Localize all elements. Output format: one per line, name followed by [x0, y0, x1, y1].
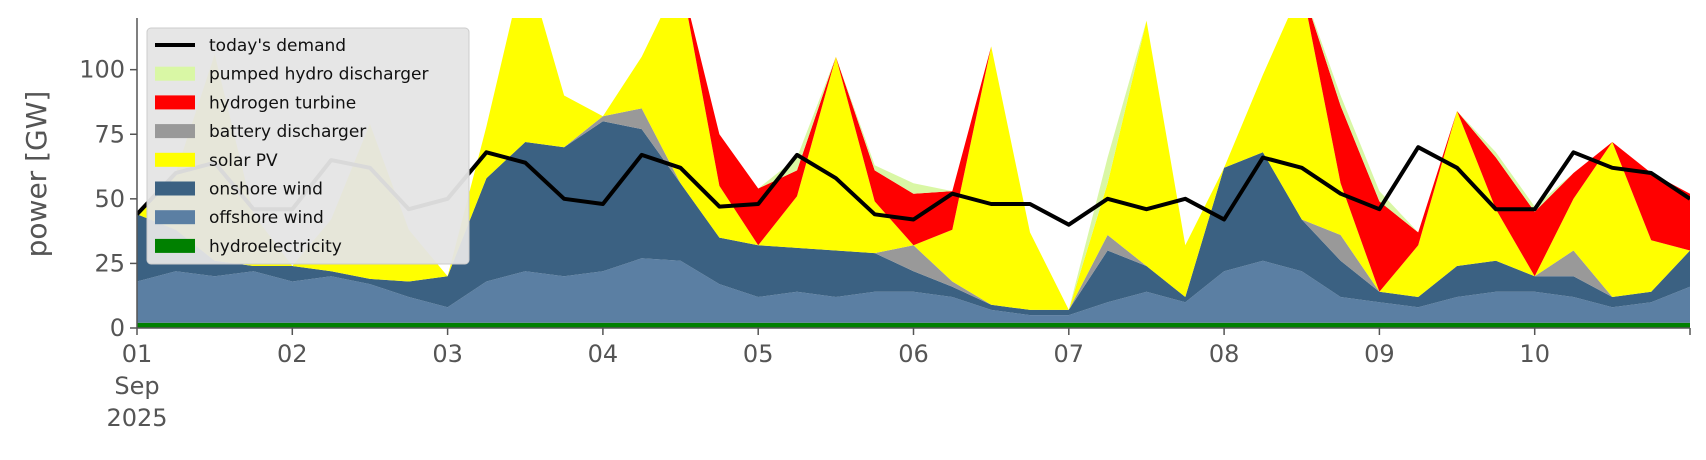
legend-label: battery discharger: [209, 122, 366, 142]
axes-layer: 0 25 50 75 100 01 Sep 2025 02 03 04 05 06 07 08 09 10: [79, 18, 1691, 432]
y-tick-label: 75: [94, 120, 125, 148]
area-hydroelectricity: [137, 322, 1690, 328]
x-tick-label: 01 Sep 2025: [106, 340, 167, 432]
legend-label: offshore wind: [209, 208, 324, 228]
legend-swatch: [155, 210, 195, 225]
x-tick-label: 03: [432, 340, 463, 368]
legend-label: today's demand: [209, 36, 346, 56]
legend-swatch: [155, 66, 195, 81]
legend-label: pumped hydro discharger: [209, 65, 428, 85]
stacked-area-layer: [137, 18, 1690, 328]
x-tick-label: 10: [1519, 340, 1550, 368]
y-tick-label: 50: [94, 185, 125, 213]
legend-swatch: [155, 238, 195, 253]
legend-swatch: [155, 124, 195, 139]
legend-label: solar PV: [209, 151, 278, 171]
y-tick-label: 0: [110, 314, 125, 342]
area-solar-pv: [137, 18, 1690, 310]
x-tick-label: 04: [588, 340, 619, 368]
x-tick-label: 08: [1209, 340, 1240, 368]
area-battery-discharger: [137, 108, 1690, 310]
x-tick-label: 05: [743, 340, 774, 368]
legend: today's demand pumped hydro discharger hyd…: [146, 27, 470, 265]
y-axis-label: power [GW]: [20, 91, 53, 258]
legend-swatch: [155, 95, 195, 110]
legend-label: onshore wind: [209, 180, 323, 200]
x-tick-label: 07: [1054, 340, 1085, 368]
legend-box: [146, 27, 470, 265]
x-tick-label: 02: [277, 340, 308, 368]
legend-label: hydrogen turbine: [209, 93, 356, 113]
legend-swatch: [155, 152, 195, 167]
x-tick-label: 06: [898, 340, 929, 368]
y-tick-label: 25: [94, 249, 125, 277]
area-offshore-wind: [137, 258, 1690, 323]
y-tick-label: 100: [79, 56, 125, 84]
legend-label: hydroelectricity: [209, 237, 342, 257]
legend-swatch: [155, 181, 195, 196]
area-onshore-wind: [137, 121, 1690, 316]
x-tick-label: 09: [1364, 340, 1395, 368]
